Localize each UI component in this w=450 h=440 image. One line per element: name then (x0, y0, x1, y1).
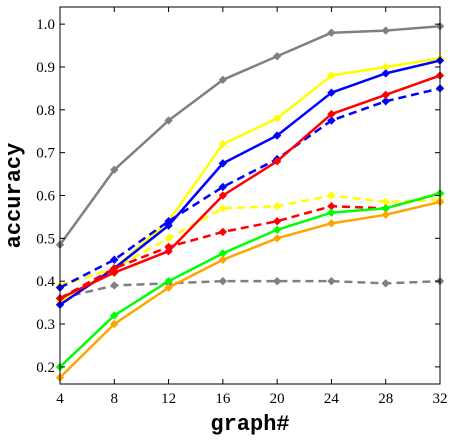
data-point (272, 216, 282, 226)
data-point (218, 255, 228, 264)
ticks-layer: 4 8 12 16 20 24 28 32 0.2 0.3 0.4 0.5 0.6 0.7 0.8 0.9 1.… (36, 7, 448, 407)
y-tick-label: 0.9 (36, 60, 55, 76)
series-2 (55, 276, 445, 303)
series-1 (55, 22, 445, 249)
series-line (59, 59, 441, 306)
x-tick-label: 32 (433, 391, 448, 407)
x-tick-label: 24 (324, 391, 340, 407)
series-layer (55, 22, 445, 382)
x-tick-label: 4 (56, 391, 64, 407)
data-point (327, 191, 336, 200)
y-tick-label: 0.5 (36, 231, 55, 247)
data-point (218, 75, 228, 85)
series-10 (55, 197, 445, 382)
data-point (381, 279, 390, 288)
x-tick-label: 20 (270, 391, 285, 407)
y-tick-label: 0.6 (36, 189, 55, 205)
data-point (327, 208, 336, 217)
data-point (164, 216, 173, 226)
y-tick-label: 0.7 (36, 146, 55, 162)
series-line (59, 200, 441, 379)
data-point (110, 264, 119, 273)
data-point (327, 71, 336, 80)
data-point (164, 283, 173, 292)
data-point (272, 114, 282, 123)
data-point (272, 202, 282, 211)
data-point (381, 26, 390, 35)
data-point (327, 276, 336, 286)
x-tick-label: 12 (161, 391, 176, 407)
x-tick-label: 28 (378, 391, 393, 407)
data-point (272, 225, 282, 234)
data-point (272, 234, 282, 243)
data-point (381, 90, 390, 100)
data-point (218, 204, 228, 213)
data-point (218, 191, 228, 200)
y-tick-label: 0.4 (36, 274, 55, 290)
data-point (381, 210, 390, 219)
series-line (59, 192, 441, 300)
series-line (59, 74, 441, 300)
data-point (327, 28, 336, 37)
data-point (110, 268, 119, 277)
data-point (164, 242, 173, 252)
y-tick-label: 0.2 (36, 360, 55, 376)
data-point (327, 219, 336, 228)
series-line (59, 87, 441, 289)
data-point (381, 97, 390, 106)
data-point (327, 88, 336, 97)
data-point (218, 227, 228, 237)
data-point (218, 139, 228, 149)
series-line (58, 25, 441, 246)
y-tick-label: 0.8 (36, 103, 55, 119)
series-line (59, 194, 441, 287)
data-point (272, 131, 282, 140)
x-tick-label: 8 (111, 391, 119, 407)
series-6 (55, 84, 445, 292)
y-axis-label: accuracy (2, 143, 27, 249)
data-point (110, 281, 119, 290)
data-point (110, 255, 119, 264)
data-point (110, 311, 119, 320)
data-point (218, 159, 228, 168)
data-point (327, 116, 336, 125)
y-tick-label: 0.3 (36, 317, 55, 333)
data-point (327, 109, 336, 119)
series-line (59, 279, 441, 300)
x-axis-label: graph# (210, 412, 289, 437)
data-point (218, 182, 228, 192)
data-point (164, 234, 173, 243)
series-line (59, 192, 441, 368)
data-point (164, 246, 173, 256)
data-point (110, 319, 119, 329)
data-point (272, 52, 282, 61)
x-tick-label: 16 (215, 391, 231, 407)
data-point (381, 69, 390, 78)
data-point (218, 276, 228, 286)
plot-frame (59, 6, 441, 385)
data-point (164, 116, 173, 125)
y-tick-label: 1.0 (36, 17, 55, 33)
data-point (272, 276, 282, 286)
data-point (110, 165, 119, 175)
data-point (272, 157, 282, 166)
